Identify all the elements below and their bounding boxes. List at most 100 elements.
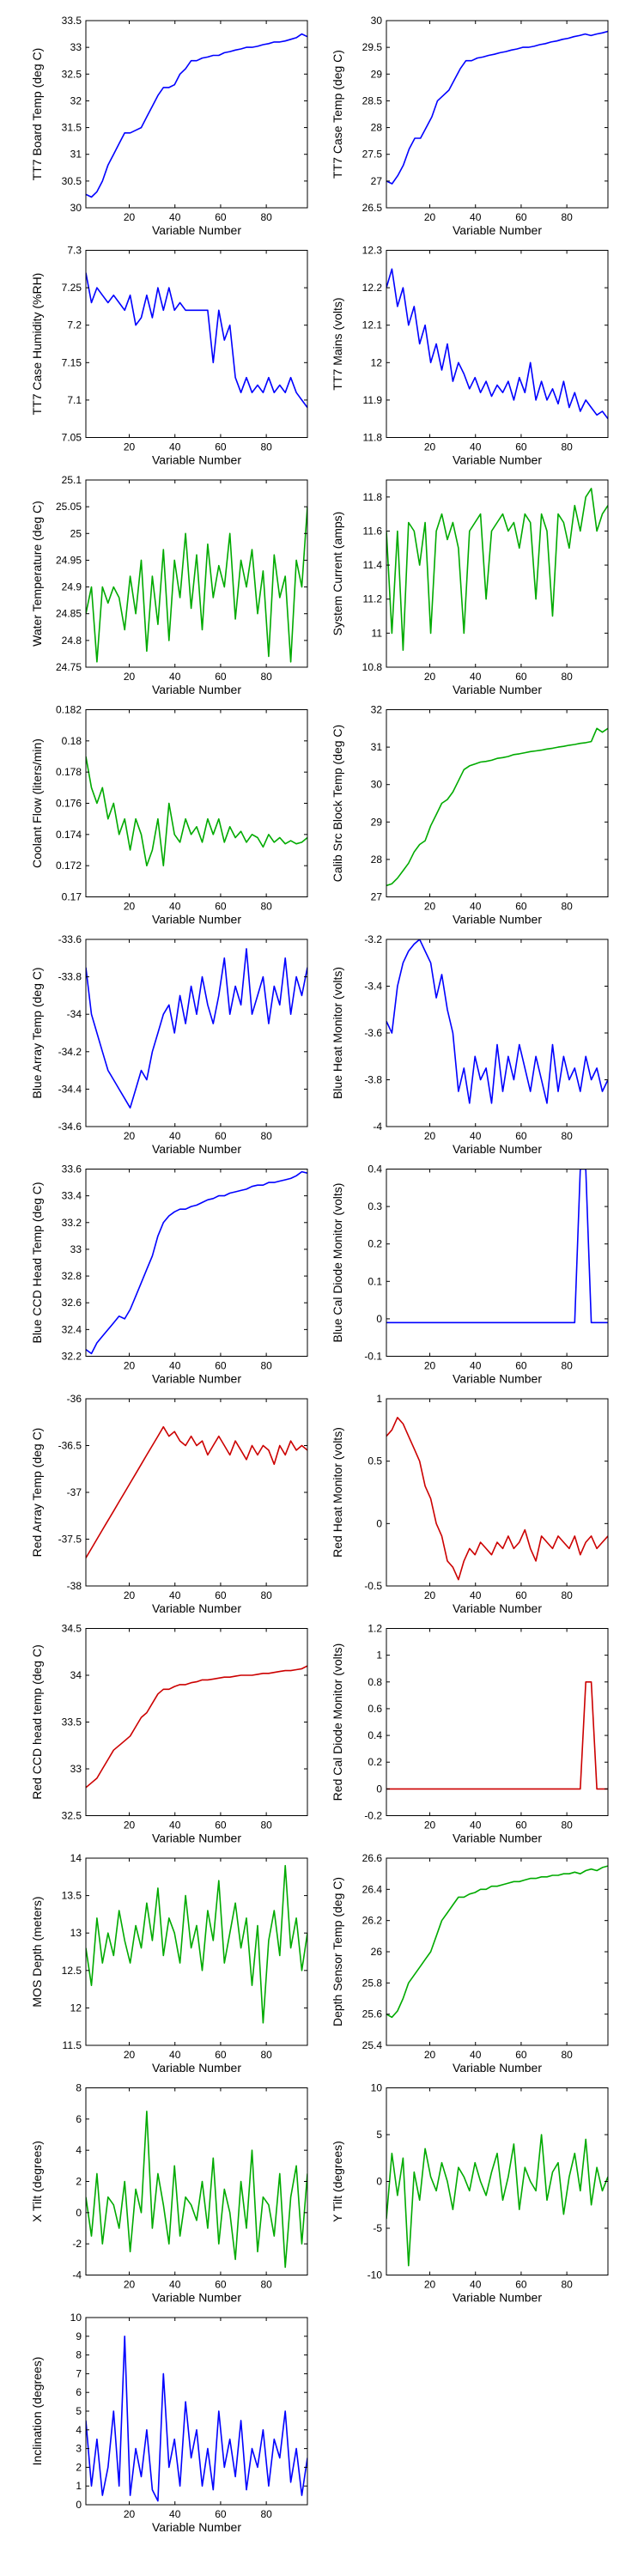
series-line-18 <box>386 1865 608 2019</box>
y-axis-label: TT7 Board Temp (deg C) <box>30 48 44 181</box>
x-tick-label: 60 <box>215 901 227 913</box>
subplot-19: 20 40 60 80 -4 -2 0 2 4 6 8 Variable Number X Tilt (… <box>30 2082 308 2305</box>
y-tick-label: 1.2 <box>368 1623 382 1635</box>
y-tick-label: -3.4 <box>364 981 382 993</box>
y-tick-label: 0.4 <box>368 1163 382 1176</box>
x-tick-label: 60 <box>215 1820 227 1832</box>
y-tick-label: 32.5 <box>62 1810 82 1822</box>
x-tick-label: 60 <box>515 671 527 683</box>
x-axis-label: Variable Number <box>453 913 542 927</box>
y-axis-label: Blue CCD Head Temp (deg C) <box>30 1182 44 1343</box>
x-tick-label: 20 <box>124 671 136 683</box>
x-axis-label: Variable Number <box>453 453 542 467</box>
y-tick-label: -37 <box>67 1486 82 1498</box>
y-tick-label: 34.5 <box>62 1623 82 1635</box>
y-tick-label: 25 <box>70 527 82 539</box>
y-tick-label: 26.2 <box>362 1915 383 1927</box>
subplot-12: 20 40 60 80 -0.1 0 0.1 0.2 0.3 0.4 Variable Number… <box>331 1163 609 1386</box>
y-tick-label: 1 <box>76 2480 82 2492</box>
subplot-6: 20 40 60 80 10.8 11 11.2 11.4 11.6 11.8 Variable N… <box>331 479 609 696</box>
y-tick-label: 7.3 <box>67 245 82 257</box>
x-tick-label: 80 <box>260 671 272 683</box>
y-tick-label: 0.2 <box>368 1756 382 1768</box>
x-tick-label: 20 <box>424 671 436 683</box>
y-tick-label: -3.2 <box>364 933 382 945</box>
y-tick-label: 28.5 <box>362 94 383 106</box>
x-tick-label: 40 <box>169 2049 181 2061</box>
y-tick-label: 7.25 <box>62 282 82 294</box>
y-tick-label: -0.2 <box>364 1810 382 1822</box>
x-tick-label: 20 <box>124 1589 136 1601</box>
x-axis-label: Variable Number <box>152 2291 241 2305</box>
subplot-17: 20 40 60 80 11.5 12 12.5 13 13.5 14 Variable Numbe… <box>30 1852 308 2075</box>
x-tick-label: 80 <box>561 671 573 683</box>
y-tick-label: -33.6 <box>58 933 82 945</box>
subplot-14: 20 40 60 80 -0.5 0 0.5 1 Variable Number Red Heat… <box>331 1393 609 1615</box>
x-tick-label: 40 <box>169 1820 181 1832</box>
x-axis-label: Variable Number <box>152 1372 241 1386</box>
y-axis-label: Blue Heat Monitor (volts) <box>331 967 344 1099</box>
y-tick-label: -34.2 <box>58 1046 82 1058</box>
y-tick-label: 11.2 <box>363 593 383 605</box>
y-axis-label: Depth Sensor Temp (deg C) <box>331 1877 344 2026</box>
series-line-10 <box>386 939 608 1104</box>
x-tick-label: 80 <box>561 211 573 223</box>
x-tick-label: 60 <box>515 2279 527 2291</box>
subplot-15: 20 40 60 80 32.5 33 33.5 34 34.5 Variable Number R… <box>30 1623 308 1845</box>
y-tick-label: 0 <box>376 1783 382 1795</box>
x-tick-label: 60 <box>215 2049 227 2061</box>
plot-frame <box>386 250 609 438</box>
x-tick-label: 60 <box>215 211 227 223</box>
y-axis-label: Red CCD head temp (deg C) <box>30 1644 44 1800</box>
series-line-2 <box>386 30 608 185</box>
y-axis-label: MOS Depth (meters) <box>30 1896 44 2007</box>
y-tick-label: 29.5 <box>362 41 383 53</box>
x-axis-label: Variable Number <box>152 1832 241 1845</box>
y-tick-label: 0 <box>376 2176 382 2188</box>
y-tick-label: 33.5 <box>62 15 82 27</box>
y-tick-label: 24.85 <box>56 608 82 620</box>
subplot-18: 20 40 60 80 25.4 25.6 25.8 26 26.2 26.4 26.6 Variab… <box>331 1852 609 2075</box>
x-axis-label: Variable Number <box>453 1372 542 1386</box>
subplot-2: 20 40 60 80 26.5 27 27.5 28 28.5 29 29.5 30 Variable… <box>331 15 609 237</box>
y-tick-label: 4 <box>76 2144 82 2156</box>
y-tick-label: 26.6 <box>362 1852 383 1864</box>
y-tick-label: 6 <box>76 2113 82 2125</box>
series-line-4 <box>386 268 608 420</box>
y-tick-label: -5 <box>373 2222 382 2234</box>
y-tick-label: 32.8 <box>62 1270 82 1282</box>
x-tick-label: 80 <box>561 441 573 453</box>
y-tick-label: 33 <box>70 41 82 53</box>
y-tick-label: 11.4 <box>363 559 383 571</box>
subplot-9: 20 40 60 80 -34.6 -34.4 -34.2 -34 -33.8 -33.6 Vari… <box>30 933 308 1156</box>
x-tick-label: 60 <box>215 2508 227 2520</box>
series-line-13 <box>86 1425 307 1558</box>
y-tick-label: 3 <box>76 2443 82 2455</box>
series-line-12 <box>386 1169 608 1324</box>
y-tick-label: 0.5 <box>368 1455 382 1467</box>
x-tick-label: 60 <box>215 441 227 453</box>
x-tick-label: 80 <box>561 1360 573 1372</box>
y-tick-label: 7.15 <box>62 356 82 368</box>
x-tick-label: 80 <box>260 2049 272 2061</box>
x-tick-label: 40 <box>470 1820 482 1832</box>
y-axis-label: Red Heat Monitor (volts) <box>331 1427 344 1558</box>
y-tick-label: 2 <box>76 2461 82 2473</box>
subplot-20: 20 40 60 80 -10 -5 0 5 10 Variable Number Y Tilt (… <box>331 2082 609 2305</box>
y-tick-label: 33 <box>70 1763 82 1775</box>
x-axis-label: Variable Number <box>152 2520 241 2534</box>
x-tick-label: 60 <box>215 1589 227 1601</box>
x-tick-label: 80 <box>561 1130 573 1142</box>
y-tick-label: -3.8 <box>364 1074 382 1086</box>
y-tick-label: 24.75 <box>56 661 82 673</box>
plot-frame <box>386 2087 609 2275</box>
y-tick-label: 25.4 <box>362 2039 383 2051</box>
y-tick-label: 1 <box>376 1649 382 1662</box>
y-tick-label: 5 <box>76 2405 82 2417</box>
x-axis-label: Variable Number <box>152 1142 241 1156</box>
x-tick-label: 40 <box>470 2279 482 2291</box>
y-tick-label: 32.4 <box>62 1323 82 1335</box>
x-tick-label: 80 <box>561 2279 573 2291</box>
plot-frame <box>386 1169 609 1357</box>
x-tick-label: 40 <box>169 1589 181 1601</box>
